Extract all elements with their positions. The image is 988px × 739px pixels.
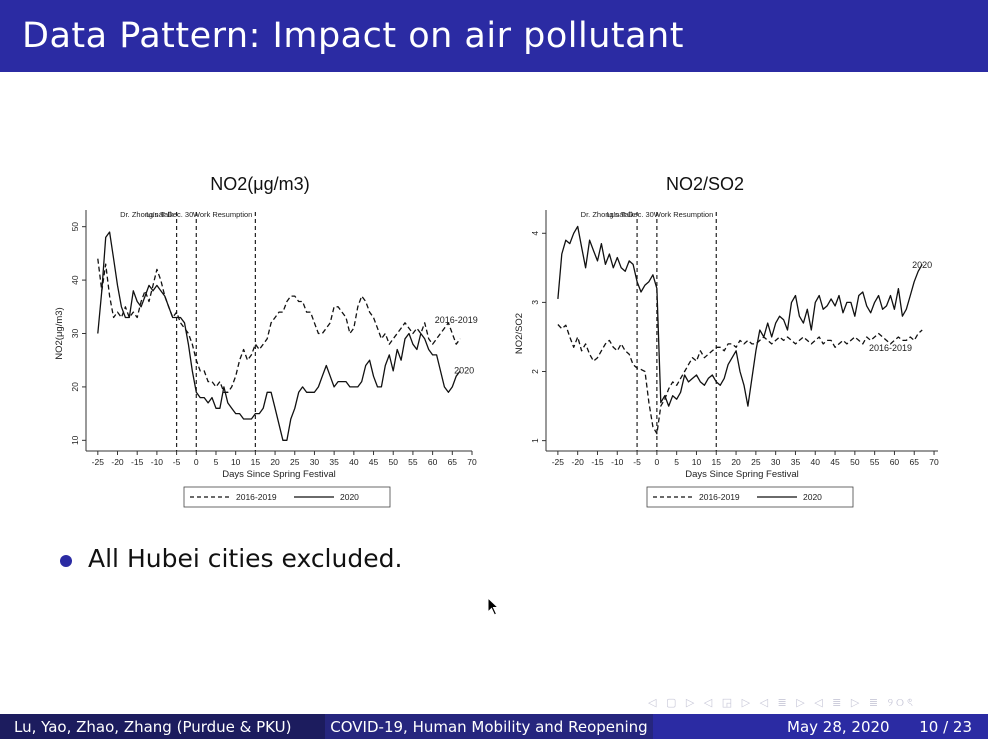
no2-x-axis-label: Days Since Spring Festival bbox=[222, 469, 336, 480]
no2-x-tick-label: 50 bbox=[388, 457, 398, 467]
no2-legend-label: 2020 bbox=[340, 492, 359, 502]
no2-x-tick-label: 45 bbox=[369, 457, 379, 467]
ratio-series-label: 2020 bbox=[912, 260, 932, 270]
ratio-x-tick-label: 40 bbox=[811, 457, 821, 467]
no2-x-tick-label: 10 bbox=[231, 457, 241, 467]
footer-date-page: May 28, 2020 10 / 23 bbox=[653, 714, 988, 739]
no2-x-tick-label: -25 bbox=[92, 457, 105, 467]
ratio-x-tick-label: 30 bbox=[771, 457, 781, 467]
ratio-x-tick-label: -15 bbox=[591, 457, 604, 467]
no2-x-tick-label: 35 bbox=[329, 457, 339, 467]
ratio-series-2016-2019 bbox=[557, 324, 923, 435]
chart-title-no2-so2-ratio: NO2/SO2 bbox=[665, 174, 745, 194]
no2-x-tick-label: 25 bbox=[290, 457, 300, 467]
footer-date: May 28, 2020 bbox=[787, 717, 890, 736]
ratio-x-tick-label: 25 bbox=[751, 457, 761, 467]
ratio-y-tick-label: 1 bbox=[530, 438, 540, 443]
no2-x-tick-label: 5 bbox=[214, 457, 219, 467]
no2-y-tick-label: 10 bbox=[70, 435, 80, 445]
no2-event-label: Dr. Zhong's Talk bbox=[120, 210, 174, 219]
ratio-y-tick-label: 3 bbox=[530, 300, 540, 305]
ratio-x-tick-label: 45 bbox=[830, 457, 840, 467]
no2-legend-label: 2016-2019 bbox=[236, 492, 277, 502]
no2-x-tick-label: -20 bbox=[111, 457, 124, 467]
no2-x-tick-label: -10 bbox=[151, 457, 164, 467]
chart-no2: -25 -20 -15 -10 -5 0 5 10 15 20 25 30 35 40 45 50 55 60 65… bbox=[38, 200, 484, 526]
beamer-navigation-icons[interactable]: ◁ ▢ ▷ ◁ ◲ ▷ ◁ ≣ ▷ ◁ ≣ ▷ ≣ ୨୦ৎ bbox=[648, 696, 916, 709]
no2-series-2020 bbox=[97, 231, 461, 441]
ratio-x-tick-label: 20 bbox=[731, 457, 741, 467]
no2-x-tick-label: 30 bbox=[310, 457, 320, 467]
ratio-x-tick-label: -20 bbox=[572, 457, 585, 467]
slide-title: Data Pattern: Impact on air pollutant bbox=[22, 16, 684, 56]
ratio-event-label: Dr. Zhong's Talk bbox=[581, 210, 635, 219]
ratio-x-tick-label: -5 bbox=[633, 457, 641, 467]
ratio-x-tick-label: 5 bbox=[674, 457, 679, 467]
chart-no2-svg: -25 -20 -15 -10 -5 0 5 10 15 20 25 30 35 40 45 50 55 60 65… bbox=[38, 200, 484, 526]
no2-series-label: 2016-2019 bbox=[435, 315, 478, 325]
ratio-background bbox=[502, 200, 952, 526]
no2-y-tick-label: 20 bbox=[70, 382, 80, 392]
no2-x-tick-label: 60 bbox=[428, 457, 438, 467]
no2-event-label: Work Resumption bbox=[193, 210, 252, 219]
ratio-y-axis-label: NO2/SO2 bbox=[514, 313, 525, 354]
no2-x-tick-label: 40 bbox=[349, 457, 359, 467]
no2-x-tick-label: -5 bbox=[173, 457, 181, 467]
footer-page-number: 10 / 23 bbox=[919, 717, 972, 736]
ratio-x-tick-label: 10 bbox=[692, 457, 702, 467]
no2-legend-box bbox=[183, 486, 391, 508]
chart-title-no2: NO2(μg/m3) bbox=[210, 174, 310, 194]
bullet-dot bbox=[60, 555, 72, 567]
ratio-event-label: Lunar Dec. 30 bbox=[607, 210, 654, 219]
no2-x-tick-label: -15 bbox=[131, 457, 144, 467]
no2-event-label: Lunar Dec. 30 bbox=[146, 210, 193, 219]
no2-series-2016-2019 bbox=[97, 258, 461, 393]
no2-x-tick-label: 65 bbox=[448, 457, 458, 467]
no2-x-tick-label: 15 bbox=[251, 457, 261, 467]
ratio-y-tick-label: 4 bbox=[530, 231, 540, 236]
footer-bar: Lu, Yao, Zhao, Zhang (Purdue & PKU) COVI… bbox=[0, 714, 988, 739]
ratio-x-tick-label: 55 bbox=[870, 457, 880, 467]
ratio-series-2020 bbox=[557, 225, 923, 407]
ratio-legend-label: 2016-2019 bbox=[699, 492, 740, 502]
title-bar: Data Pattern: Impact on air pollutant bbox=[0, 0, 988, 72]
ratio-x-tick-label: 60 bbox=[890, 457, 900, 467]
ratio-x-tick-label: 15 bbox=[712, 457, 722, 467]
no2-x-tick-label: 70 bbox=[467, 457, 477, 467]
ratio-x-tick-label: -25 bbox=[552, 457, 565, 467]
no2-y-axis-label: NO2(μg/m3) bbox=[54, 307, 65, 359]
bullet-text: All Hubei cities excluded. bbox=[88, 544, 403, 573]
ratio-x-axis-label: Days Since Spring Festival bbox=[685, 469, 799, 480]
chart-no2-so2-ratio-svg: -25 -20 -15 -10 -5 0 5 10 15 20 25 30 35 40 45 50 55 60 65… bbox=[502, 200, 952, 526]
no2-y-tick-label: 50 bbox=[70, 222, 80, 232]
chart-no2-so2-ratio: -25 -20 -15 -10 -5 0 5 10 15 20 25 30 35 40 45 50 55 60 65… bbox=[502, 200, 952, 526]
footer-authors: Lu, Yao, Zhao, Zhang (Purdue & PKU) bbox=[0, 714, 325, 739]
no2-y-tick-label: 30 bbox=[70, 329, 80, 339]
ratio-x-tick-label: 35 bbox=[791, 457, 801, 467]
no2-x-tick-label: 55 bbox=[408, 457, 418, 467]
no2-x-tick-label: 20 bbox=[270, 457, 280, 467]
footer-talk-title: COVID-19, Human Mobility and Reopening bbox=[325, 714, 653, 739]
ratio-legend-label: 2020 bbox=[803, 492, 822, 502]
ratio-x-tick-label: 0 bbox=[655, 457, 660, 467]
ratio-x-tick-label: 65 bbox=[910, 457, 920, 467]
ratio-x-tick-label: 70 bbox=[929, 457, 939, 467]
no2-x-tick-label: 0 bbox=[194, 457, 199, 467]
ratio-x-tick-label: 50 bbox=[850, 457, 860, 467]
no2-series-label: 2020 bbox=[454, 366, 474, 376]
ratio-series-label: 2016-2019 bbox=[869, 343, 912, 353]
ratio-y-tick-label: 2 bbox=[530, 369, 540, 374]
ratio-legend-box bbox=[646, 486, 854, 508]
ratio-event-label: Work Resumption bbox=[654, 210, 713, 219]
mouse-cursor-icon bbox=[487, 596, 501, 622]
no2-y-tick-label: 40 bbox=[70, 275, 80, 285]
ratio-x-tick-label: -10 bbox=[611, 457, 624, 467]
